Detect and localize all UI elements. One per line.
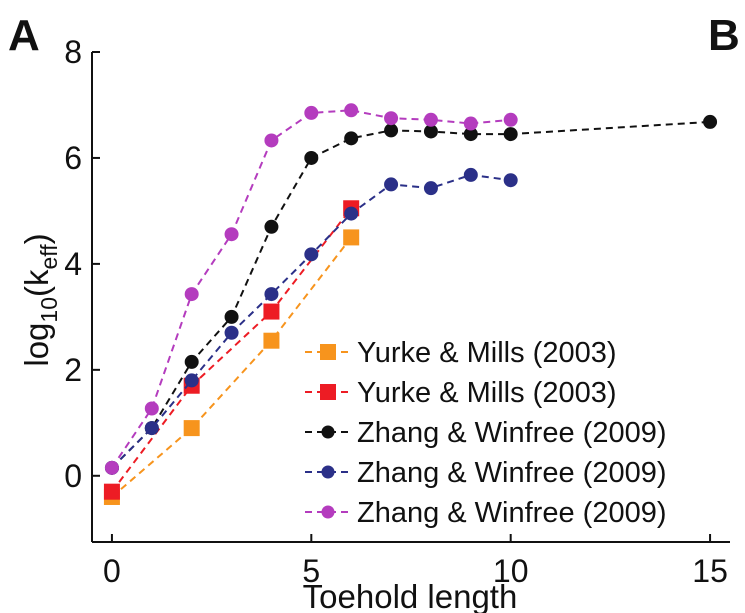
x-tick-label: 5 <box>302 553 320 589</box>
legend-label: Yurke & Mills (2003) <box>357 337 617 369</box>
y-tick-label: 2 <box>64 352 82 388</box>
data-point <box>423 124 438 139</box>
data-point <box>384 177 399 192</box>
data-point <box>463 116 478 131</box>
y-axis-label-paren-open: (k <box>18 269 55 297</box>
series-layer <box>103 103 718 505</box>
y-tick-label: 0 <box>64 458 82 494</box>
x-axis-label: Toehold length <box>303 578 518 613</box>
data-point <box>384 111 399 126</box>
x-tick-label: 10 <box>493 553 529 589</box>
y-axis-label-sub2: eff <box>36 244 62 270</box>
data-point <box>343 229 360 246</box>
data-point <box>344 103 359 118</box>
data-point <box>344 131 359 146</box>
legend-marker <box>321 425 335 439</box>
data-point <box>304 150 319 165</box>
data-point <box>463 127 478 142</box>
legend-label: Zhang & Winfree (2009) <box>357 457 666 489</box>
data-point <box>264 133 279 148</box>
data-point <box>463 167 478 182</box>
x-tick-label: 15 <box>692 553 728 589</box>
data-point <box>264 219 279 234</box>
legend-item: Yurke & Mills (2003) <box>305 337 617 369</box>
data-point <box>263 332 280 349</box>
series-0 <box>103 229 360 505</box>
y-axis-label-sub1: 10 <box>36 297 62 323</box>
legend-marker <box>321 505 335 519</box>
data-point <box>183 420 200 437</box>
data-point <box>423 112 438 127</box>
data-point <box>423 181 438 196</box>
legend-item: Yurke & Mills (2003) <box>305 377 617 409</box>
legend-label: Yurke & Mills (2003) <box>357 377 617 409</box>
series-4 <box>104 103 518 475</box>
data-point <box>184 354 199 369</box>
series-line <box>111 236 352 498</box>
data-point <box>184 373 199 388</box>
legend-marker <box>321 465 335 479</box>
data-point <box>503 127 518 142</box>
legend-marker <box>320 384 336 400</box>
data-point <box>344 206 359 221</box>
y-tick-label: 4 <box>64 246 82 282</box>
data-point <box>103 483 120 500</box>
data-point <box>703 114 718 129</box>
y-axis-label-paren-close: ) <box>18 233 55 244</box>
legend-item: Zhang & Winfree (2009) <box>305 497 666 529</box>
data-point <box>224 309 239 324</box>
data-point <box>384 123 399 138</box>
y-axis-label-main: log <box>18 323 55 367</box>
y-tick-label: 8 <box>64 34 82 70</box>
data-point <box>184 287 199 302</box>
data-point <box>224 227 239 242</box>
panel-label-a: A <box>8 11 40 60</box>
data-point <box>304 105 319 120</box>
legend-item: Zhang & Winfree (2009) <box>305 417 666 449</box>
y-axis-label: log10(keff) <box>18 233 62 366</box>
data-point <box>304 247 319 262</box>
data-point <box>224 325 239 340</box>
legend-label: Zhang & Winfree (2009) <box>357 417 666 449</box>
x-tick-label: 0 <box>103 553 121 589</box>
data-point <box>503 173 518 188</box>
data-point <box>263 303 280 320</box>
data-point <box>104 460 119 475</box>
data-point <box>264 287 279 302</box>
axes: 0 2 4 6 8 0 5 10 15 <box>64 34 730 589</box>
legend-marker <box>320 344 336 360</box>
legend-item: Zhang & Winfree (2009) <box>305 457 666 489</box>
data-point <box>144 401 159 416</box>
panel-label-b: B <box>708 11 740 60</box>
data-point <box>503 112 518 127</box>
y-tick-label: 6 <box>64 140 82 176</box>
legend: Yurke & Mills (2003) Yurke & Mills (2003)… <box>305 337 666 529</box>
data-point <box>144 421 159 436</box>
legend-label: Zhang & Winfree (2009) <box>357 497 666 529</box>
